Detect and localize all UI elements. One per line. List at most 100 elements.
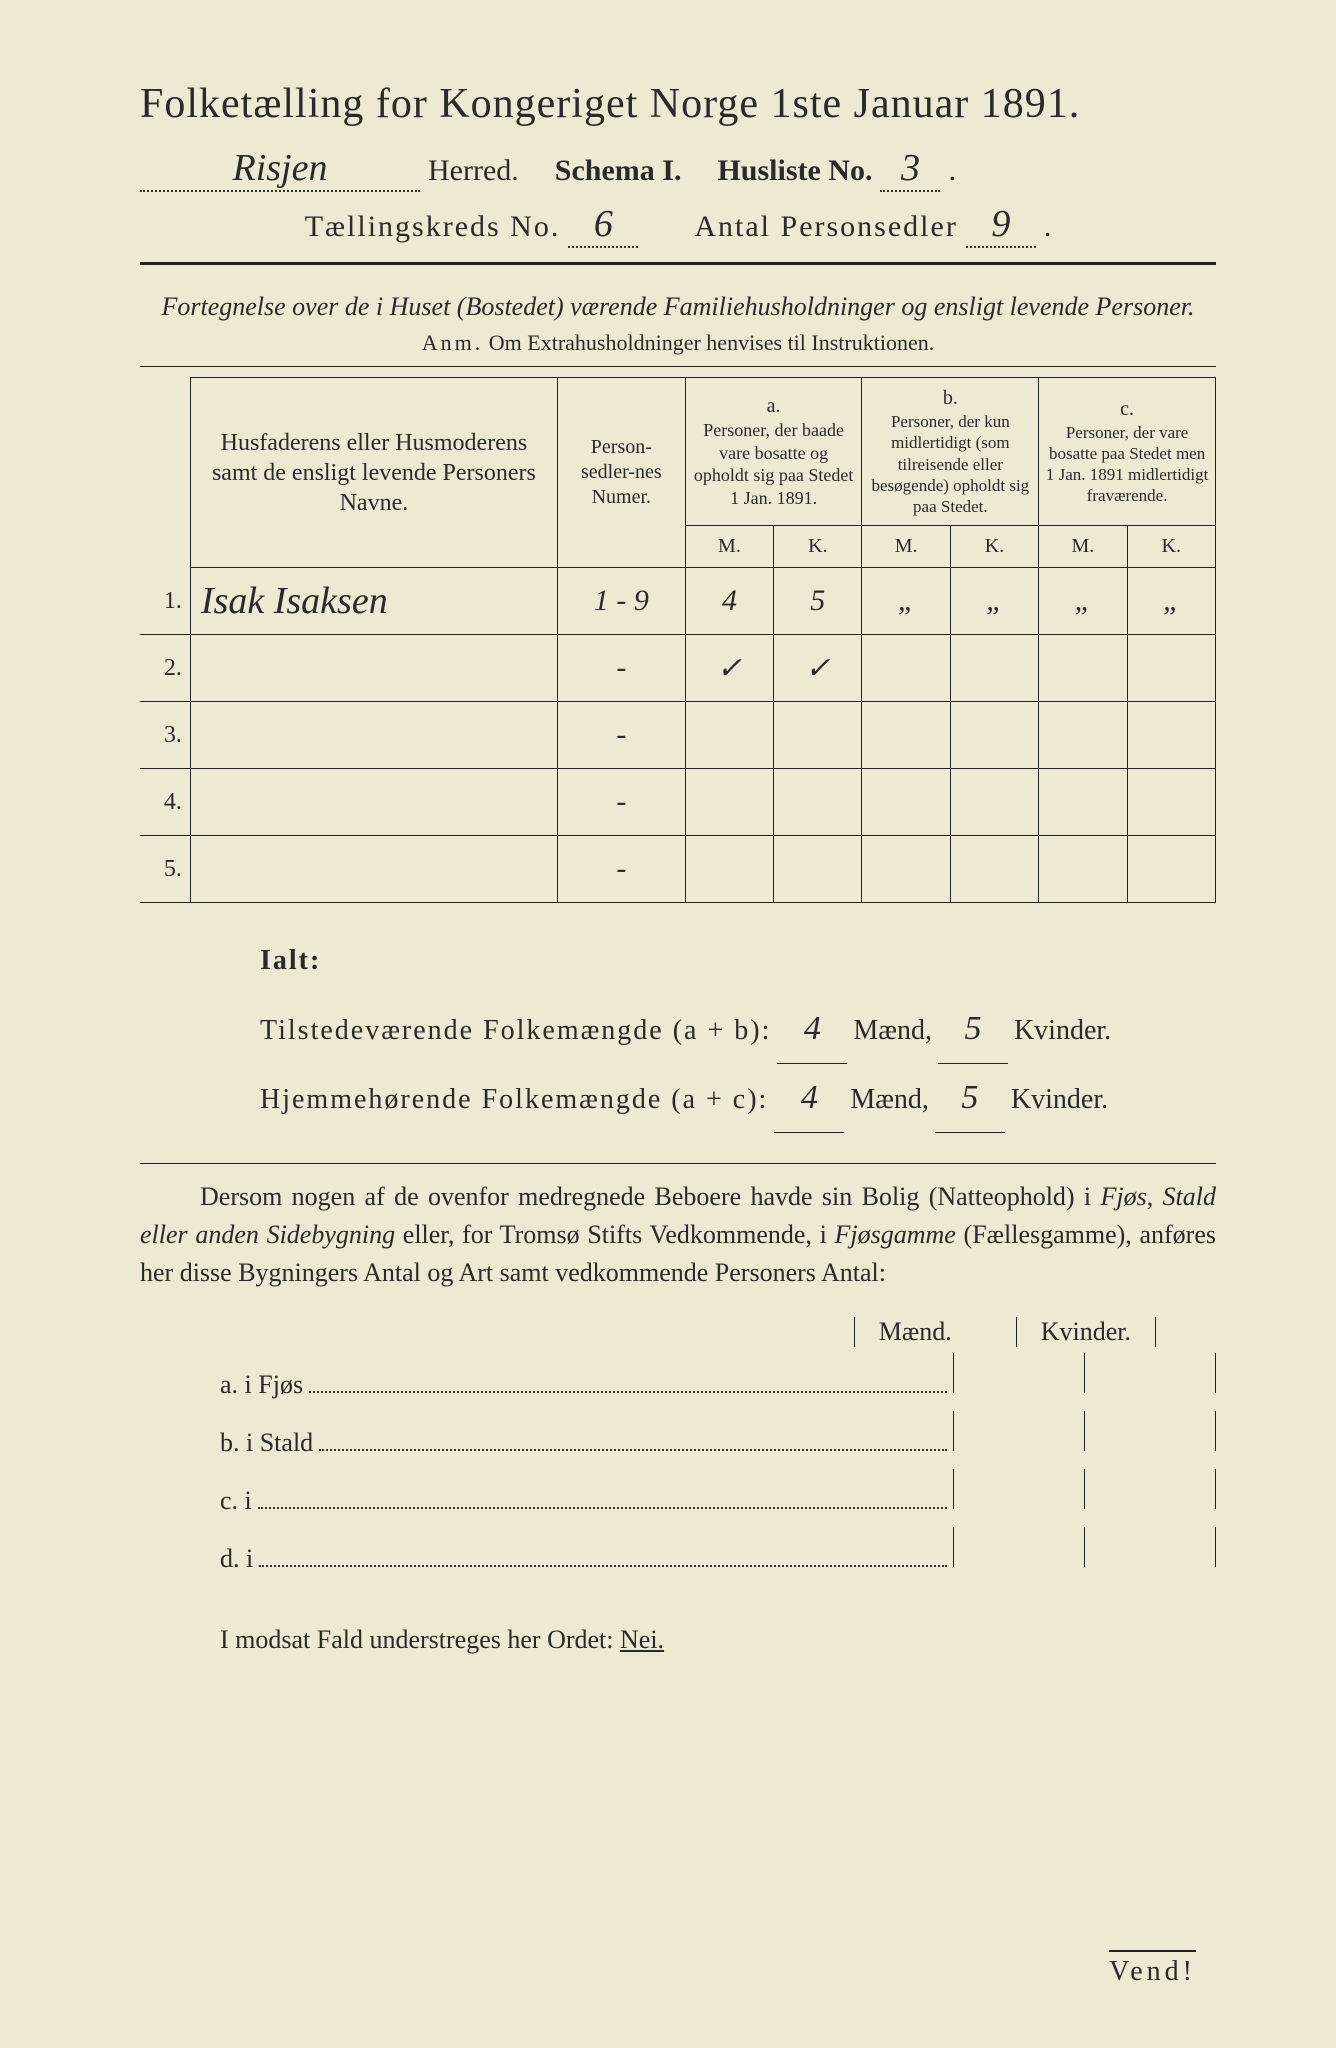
b-k-cell [950,836,1038,903]
c-k-cell [1127,769,1215,836]
personsedler-value: 9 [966,202,1036,248]
row-number: 3. [140,702,190,769]
b-m-cell: „ [862,568,950,635]
col-numer-header: Person-sedler-nes Numer. [557,378,685,568]
a-m-cell: ✓ [685,635,773,702]
maend-header: Mænd. [854,1317,976,1347]
c-k-cell [1127,702,1215,769]
vend-label: Vend! [1109,1950,1196,1988]
col-name-header: Husfaderens eller Husmoderens samt de en… [190,378,557,568]
c-m-cell: „ [1039,568,1127,635]
b-k-cell [950,769,1038,836]
divider [140,366,1216,367]
c-k-cell: „ [1127,568,1215,635]
kvinder-header: Kvinder. [1016,1317,1156,1347]
name-cell [190,702,557,769]
husliste-value: 3 [880,146,940,192]
c-m-cell [1039,635,1127,702]
b-m-cell [862,836,950,903]
kreds-value: 6 [568,202,638,248]
table-row: 3. - [140,702,1216,769]
a-k-cell [774,836,862,903]
ialt-ab-k: 5 [938,995,1008,1064]
c-m-cell [1039,836,1127,903]
intro-text: Fortegnelse over de i Huset (Bostedet) v… [140,289,1216,324]
table-row: 2.-✓✓ [140,635,1216,702]
herred-value: Risjen [140,146,420,192]
c-m-cell [1039,769,1127,836]
table-row: 1.Isak Isaksen1 - 945„„„„ [140,568,1216,635]
paragraph-dwelling: Dersom nogen af de ovenfor medregnede Be… [140,1178,1216,1291]
col-a-m: M. [685,526,773,568]
list-item: b. i Stald [220,1411,1216,1469]
list-item: c. i [220,1469,1216,1527]
numer-cell: 1 - 9 [557,568,685,635]
numer-cell: - [557,769,685,836]
list-item: a. i Fjøs [220,1353,1216,1411]
a-k-cell: 5 [774,568,862,635]
numer-cell: - [557,836,685,903]
table-row: 5. - [140,836,1216,903]
divider [140,262,1216,265]
name-cell [190,836,557,903]
col-c-k: K. [1127,526,1215,568]
a-m-cell: 4 [685,568,773,635]
schema-label: Schema I. [555,154,682,188]
b-k-cell [950,702,1038,769]
col-c-header: c. Personer, der vare bosatte paa Stedet… [1039,378,1216,526]
husliste-label: Husliste No. [717,154,872,188]
row-number: 2. [140,635,190,702]
header-line-2: Tællingskreds No. 6 Antal Personsedler 9… [140,202,1216,248]
col-b-m: M. [862,526,950,568]
col-b-header: b. Personer, der kun midlertidigt (som t… [862,378,1039,526]
c-m-cell [1039,702,1127,769]
ialt-label: Ialt: [260,933,1216,989]
a-m-cell [685,702,773,769]
b-m-cell [862,635,950,702]
nei-line: I modsat Fald understreges her Ordet: Ne… [220,1625,1216,1655]
kreds-label: Tællingskreds No. [305,210,561,244]
name-cell: Isak Isaksen [190,568,557,635]
c-k-cell [1127,836,1215,903]
a-m-cell [685,836,773,903]
b-m-cell [862,702,950,769]
col-a-header: a. Personer, der baade vare bosatte og o… [685,378,862,526]
ialt-ac-m: 4 [774,1064,844,1133]
page-title: Folketælling for Kongeriget Norge 1ste J… [140,80,1216,128]
numer-cell: - [557,635,685,702]
col-a-k: K. [774,526,862,568]
numer-cell: - [557,702,685,769]
col-b-k: K. [950,526,1038,568]
anm-line: Anm. Om Extrahusholdninger henvises til … [140,330,1216,356]
col-c-m: M. [1039,526,1127,568]
anm-prefix: Anm. [422,330,484,355]
row-number: 1. [140,568,190,635]
nei-word: Nei. [620,1625,664,1654]
b-m-cell [862,769,950,836]
b-k-cell [950,635,1038,702]
totals-block: Ialt: Tilstedeværende Folkemængde (a + b… [260,933,1216,1133]
census-table: Husfaderens eller Husmoderens samt de en… [140,377,1216,903]
anm-text: Om Extrahusholdninger henvises til Instr… [489,330,934,355]
a-k-cell: ✓ [774,635,862,702]
c-k-cell [1127,635,1215,702]
header-line-1: Risjen Herred. Schema I. Husliste No. 3 … [140,146,1216,192]
ialt-row-ab: Tilstedeværende Folkemængde (a + b): 4 M… [260,995,1216,1064]
ialt-ab-m: 4 [777,995,847,1064]
mk-header: Mænd. Kvinder. [140,1317,1216,1347]
table-row: 4. - [140,769,1216,836]
name-cell [190,769,557,836]
ialt-ac-k: 5 [935,1064,1005,1133]
name-cell [190,635,557,702]
a-k-cell [774,702,862,769]
b-k-cell: „ [950,568,1038,635]
row-number: 5. [140,836,190,903]
building-list: a. i Fjøs b. i Stald c. i d. i [220,1353,1216,1585]
a-m-cell [685,769,773,836]
ialt-row-ac: Hjemmehørende Folkemængde (a + c): 4 Mæn… [260,1064,1216,1133]
document-page: Folketælling for Kongeriget Norge 1ste J… [0,0,1336,2048]
row-number: 4. [140,769,190,836]
a-k-cell [774,769,862,836]
divider [140,1163,1216,1164]
list-item: d. i [220,1527,1216,1585]
